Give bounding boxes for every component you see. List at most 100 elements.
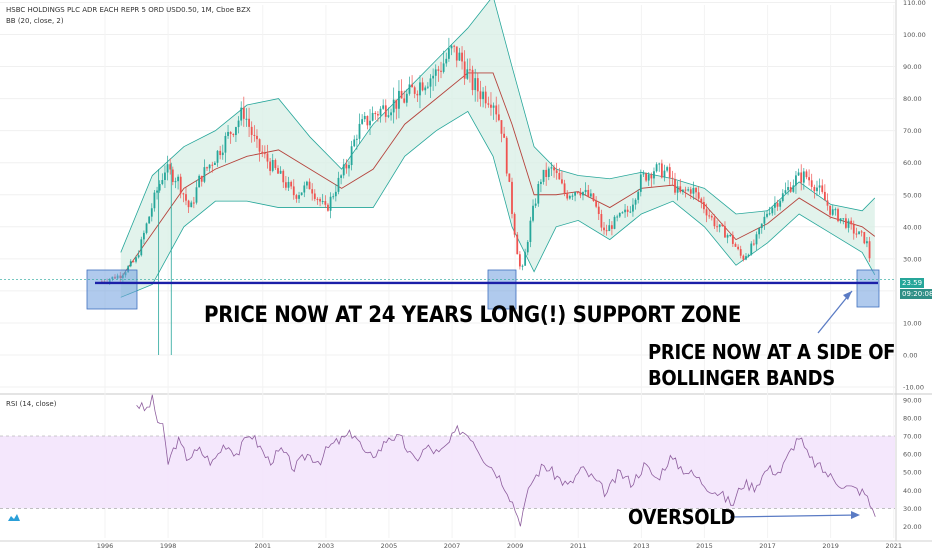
candle-body xyxy=(271,160,274,171)
candle-body xyxy=(203,167,206,182)
candle-body xyxy=(208,164,211,169)
candle-body xyxy=(737,246,740,250)
candle-body xyxy=(611,225,613,229)
candle-body xyxy=(829,205,832,215)
candle-body xyxy=(608,225,611,232)
candle-body xyxy=(855,233,858,235)
candle-body xyxy=(164,172,166,180)
candles-layer xyxy=(100,37,871,355)
candle-body xyxy=(421,82,424,91)
candle-body xyxy=(605,230,608,232)
candle-body xyxy=(784,190,787,194)
time-tick-label: 2021 xyxy=(885,542,902,550)
candle-body xyxy=(253,134,256,136)
candle-body xyxy=(597,206,600,215)
candle-body xyxy=(274,160,277,169)
candle-body xyxy=(337,177,340,192)
candle-body xyxy=(666,167,669,171)
candle-body xyxy=(458,52,461,61)
candle-body xyxy=(718,224,721,228)
candle-body xyxy=(663,170,666,178)
candle-body xyxy=(424,87,427,91)
candle-body xyxy=(524,252,527,266)
candle-body xyxy=(768,213,771,215)
rsi-band xyxy=(0,436,895,509)
candle-body xyxy=(211,164,214,166)
candle-body xyxy=(521,265,524,267)
price-tick-label: 90.00 xyxy=(903,63,922,71)
candle-body xyxy=(642,173,645,175)
candle-body xyxy=(447,48,450,59)
candle-body xyxy=(235,127,237,136)
candle-body xyxy=(400,90,403,99)
candle-body xyxy=(813,186,816,192)
candle-body xyxy=(169,164,172,170)
candle-body xyxy=(419,82,421,96)
candle-body xyxy=(324,201,327,205)
candle-body xyxy=(219,150,222,156)
candle-body xyxy=(547,168,550,177)
candle-body xyxy=(332,196,335,198)
candle-body xyxy=(229,131,232,135)
candle-body xyxy=(132,261,135,263)
candle-body xyxy=(537,184,540,204)
candle-body xyxy=(358,123,361,139)
candle-body xyxy=(127,266,130,273)
candle-body xyxy=(802,171,805,183)
candle-body xyxy=(518,254,521,267)
candle-body xyxy=(461,52,463,62)
candle-body xyxy=(650,174,653,179)
candle-body xyxy=(540,181,542,185)
candle-body xyxy=(434,69,437,76)
candle-body xyxy=(563,183,566,194)
candle-body xyxy=(808,177,810,181)
candle-body xyxy=(308,181,311,190)
candle-body xyxy=(747,254,750,257)
rsi-tick-label: 50.00 xyxy=(903,469,922,477)
candle-body xyxy=(866,241,868,244)
candle-body xyxy=(177,176,179,182)
candle-body xyxy=(190,202,193,208)
candle-body xyxy=(492,105,495,108)
candle-body xyxy=(632,204,634,212)
candle-body xyxy=(306,181,308,186)
candle-body xyxy=(345,164,348,169)
candle-body xyxy=(179,176,182,194)
candle-body xyxy=(842,218,845,220)
candle-body xyxy=(348,165,350,169)
candle-body xyxy=(687,189,690,191)
candle-body xyxy=(618,212,621,217)
candle-body xyxy=(224,135,227,153)
candle-body xyxy=(474,78,477,91)
candle-body xyxy=(342,164,345,176)
candle-body xyxy=(526,241,529,253)
candle-body xyxy=(171,169,174,182)
rsi-indicator-label[interactable]: RSI (14, close) xyxy=(6,400,57,408)
candle-body xyxy=(340,175,342,178)
bollinger-annotation-line1: PRICE NOW AT A SIDE OF xyxy=(648,340,896,364)
candle-body xyxy=(379,108,382,116)
price-tick-label: -10.00 xyxy=(903,384,924,392)
candle-body xyxy=(516,234,519,255)
candle-body xyxy=(647,174,650,181)
candle-body xyxy=(445,58,448,64)
candle-body xyxy=(792,185,795,192)
candle-body xyxy=(277,168,279,174)
candle-body xyxy=(818,185,821,188)
candle-body xyxy=(287,181,290,188)
candle-body xyxy=(469,69,471,71)
candle-body xyxy=(242,107,245,119)
candle-body xyxy=(837,209,839,222)
candle-body xyxy=(403,98,406,103)
candle-body xyxy=(805,171,808,178)
bb-indicator-label[interactable]: BB (20, close, 2) xyxy=(6,17,64,25)
tradingview-logo-icon[interactable] xyxy=(7,512,21,523)
support-zone-box xyxy=(86,269,138,310)
candle-body xyxy=(495,105,498,115)
candle-body xyxy=(505,137,508,174)
candle-body xyxy=(511,181,513,214)
candle-body xyxy=(263,153,266,155)
candle-body xyxy=(261,151,264,154)
candle-body xyxy=(550,167,553,169)
candle-body xyxy=(750,243,753,255)
